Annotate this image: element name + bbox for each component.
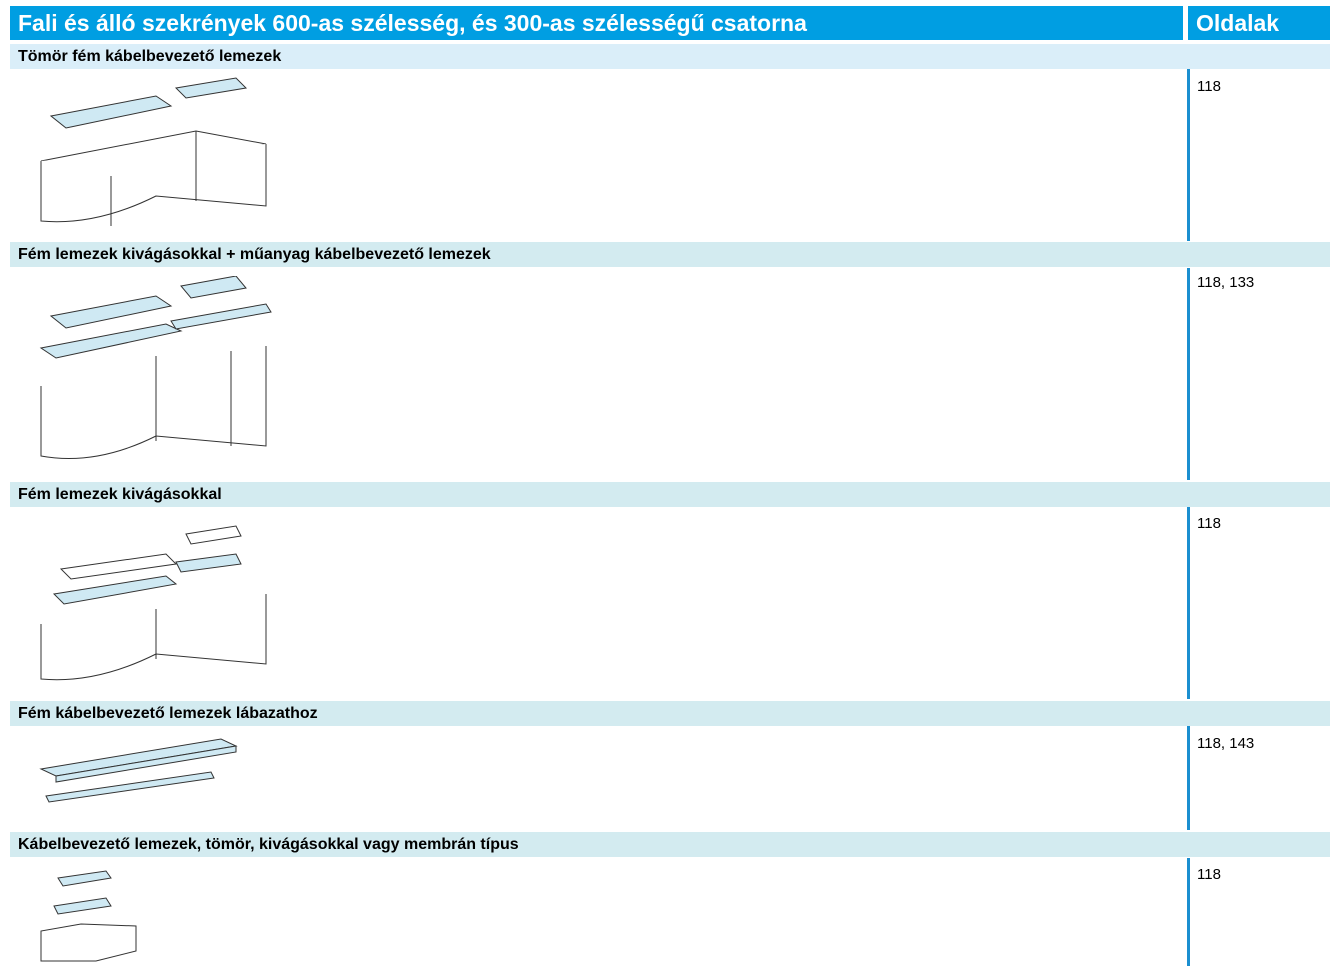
illustration <box>40 525 267 681</box>
section-title: Kábelbevezető lemezek, tömör, kivágásokk… <box>10 832 1330 857</box>
illustration <box>40 77 267 226</box>
section-pages: 118, 143 <box>1197 735 1255 752</box>
section-title: Fém lemezek kivágásokkal <box>10 482 1330 507</box>
illustration <box>40 870 137 962</box>
section-pages: 118 <box>1197 515 1221 532</box>
illustration <box>39 738 238 803</box>
section-title: Fém lemezek kivágásokkal + műanyag kábel… <box>10 242 1330 267</box>
section-title: Tömör fém kábelbevezető lemezek <box>10 44 1330 69</box>
illustration <box>39 276 272 459</box>
section-pages: 118 <box>1197 78 1221 95</box>
header-title: Fali és álló szekrények 600-as szélesség… <box>10 6 1183 40</box>
divider <box>1187 507 1190 699</box>
header-pages: Oldalak <box>1188 6 1330 40</box>
section-title: Fém kábelbevezető lemezek lábazathoz <box>10 701 1330 726</box>
divider <box>1187 69 1190 241</box>
divider <box>1187 858 1190 966</box>
section-pages: 118, 133 <box>1197 274 1255 291</box>
divider <box>1187 726 1190 830</box>
divider <box>1187 268 1190 480</box>
section-pages: 118 <box>1197 866 1221 883</box>
